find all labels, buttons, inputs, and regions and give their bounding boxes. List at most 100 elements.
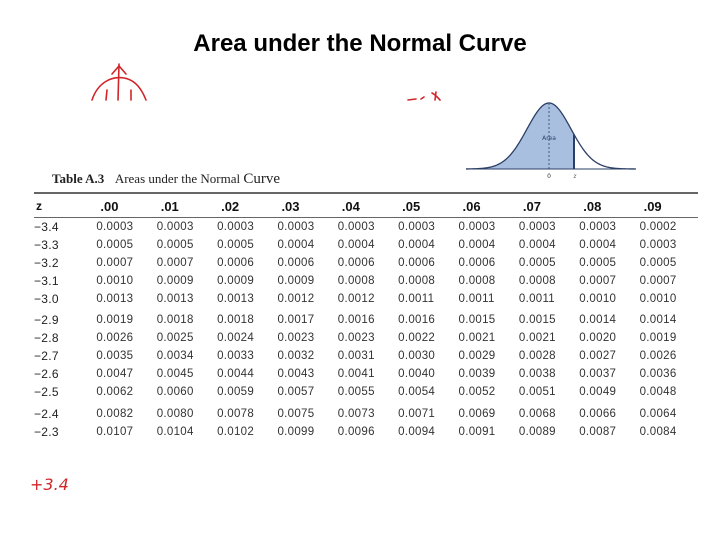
area-value-cell: 0.0073 xyxy=(337,407,375,420)
area-value-cell: 0.0008 xyxy=(458,274,496,287)
table-caption-label: Table A.3 xyxy=(52,171,105,186)
area-value-cell: 0.0006 xyxy=(398,256,436,269)
area-value-cell: 0.0007 xyxy=(96,256,134,269)
column-header: z xyxy=(36,199,42,213)
area-value-cell: 0.0017 xyxy=(277,314,315,327)
table-row: −2.6 0.0047 0.0045 0.0044 0.0043 0.0041 0.0040… xyxy=(34,365,698,383)
ink-sketch-arrow xyxy=(111,64,127,75)
table-top-rule xyxy=(34,192,698,194)
area-value-cell: 0.0026 xyxy=(639,350,677,363)
area-label: Area xyxy=(542,135,556,142)
table-caption-text: Areas under the Normal xyxy=(114,171,241,186)
area-value-cell: 0.0022 xyxy=(398,332,436,345)
area-value-cell: 0.0021 xyxy=(518,332,556,345)
area-value-cell: 0.0055 xyxy=(337,385,375,398)
z-value-cell: −2.3 xyxy=(34,424,59,439)
area-value-cell: 0.0045 xyxy=(156,368,194,381)
area-value-cell: 0.0094 xyxy=(398,425,436,438)
area-value-cell: 0.0078 xyxy=(217,407,255,420)
table-caption: Table A.3 Areas under the Normal Curve xyxy=(52,171,280,188)
area-value-cell: 0.0031 xyxy=(337,350,375,363)
area-value-cell: 0.0004 xyxy=(579,238,617,251)
area-value-cell: 0.0075 xyxy=(277,407,315,420)
column-header: .05 xyxy=(402,198,421,214)
area-value-cell: 0.0096 xyxy=(337,425,375,438)
table-row: −2.7 0.0035 0.0034 0.0033 0.0032 0.0031 0.0030… xyxy=(34,347,698,365)
axis-zero-label: 0 xyxy=(547,173,551,180)
area-value-cell: 0.0091 xyxy=(458,425,496,438)
table-row: −2.5 0.0062 0.0060 0.0059 0.0057 0.0055 0.0054… xyxy=(34,383,698,401)
area-value-cell: 0.0059 xyxy=(217,385,255,398)
area-value-cell: 0.0003 xyxy=(156,220,194,233)
area-value-cell: 0.0051 xyxy=(518,385,556,398)
table-row: −2.8 0.0026 0.0025 0.0024 0.0023 0.0023 0.0022… xyxy=(34,329,698,347)
column-header: .06 xyxy=(462,198,481,214)
table-row: −3.1 0.0010 0.0009 0.0009 0.0009 0.0008 0.0008… xyxy=(34,272,698,290)
area-value-cell: 0.0026 xyxy=(96,332,134,345)
area-value-cell: 0.0006 xyxy=(458,256,496,269)
area-value-cell: 0.0082 xyxy=(96,407,134,420)
table-row: −2.3 0.0107 0.0104 0.0102 0.0099 0.0096 0.0094… xyxy=(34,423,698,441)
area-value-cell: 0.0041 xyxy=(337,368,375,381)
area-value-cell: 0.0008 xyxy=(337,274,375,287)
area-value-cell: 0.0084 xyxy=(639,425,677,438)
column-header: .02 xyxy=(221,198,240,214)
area-value-cell: 0.0013 xyxy=(96,292,134,305)
table-row: −3.2 0.0007 0.0007 0.0006 0.0006 0.0006 0.0006… xyxy=(34,254,698,272)
area-value-cell: 0.0016 xyxy=(337,314,375,327)
area-value-cell: 0.0032 xyxy=(277,350,315,363)
page-title: Area under the Normal Curve xyxy=(193,30,527,57)
column-header: .08 xyxy=(583,198,602,214)
area-value-cell: 0.0010 xyxy=(96,274,134,287)
z-value-cell: −3.3 xyxy=(34,237,59,252)
area-value-cell: 0.0069 xyxy=(458,407,496,420)
area-value-cell: 0.0006 xyxy=(337,256,375,269)
area-value-cell: 0.0003 xyxy=(337,220,375,233)
area-value-cell: 0.0010 xyxy=(639,292,677,305)
column-header: .03 xyxy=(281,198,300,214)
z-value-cell: −3.2 xyxy=(34,255,59,270)
column-header: .00 xyxy=(100,198,119,214)
area-value-cell: 0.0008 xyxy=(518,274,556,287)
area-value-cell: 0.0062 xyxy=(96,385,134,398)
area-value-cell: 0.0107 xyxy=(96,425,134,438)
area-value-cell: 0.0003 xyxy=(96,220,134,233)
area-value-cell: 0.0023 xyxy=(277,332,315,345)
area-value-cell: 0.0011 xyxy=(458,292,495,305)
ink-sketch-curve xyxy=(91,76,147,101)
area-value-cell: 0.0013 xyxy=(156,292,194,305)
area-value-cell: 0.0007 xyxy=(156,256,194,269)
area-value-cell: 0.0052 xyxy=(458,385,496,398)
area-value-cell: 0.0004 xyxy=(458,238,496,251)
area-value-cell: 0.0021 xyxy=(458,332,496,345)
z-value-cell: −2.5 xyxy=(34,384,59,399)
area-value-cell: 0.0003 xyxy=(458,220,496,233)
area-value-cell: 0.0011 xyxy=(518,292,555,305)
ink-sketch-axis xyxy=(117,63,120,101)
area-value-cell: 0.0047 xyxy=(96,368,134,381)
z-value-cell: −2.7 xyxy=(34,349,59,364)
area-value-cell: 0.0005 xyxy=(96,238,134,251)
area-value-cell: 0.0048 xyxy=(639,385,677,398)
area-value-cell: 0.0009 xyxy=(217,274,255,287)
column-header: .07 xyxy=(522,198,541,214)
area-value-cell: 0.0004 xyxy=(337,238,375,251)
z-value-cell: −3.4 xyxy=(34,219,59,234)
axis-z-label: z xyxy=(572,173,577,180)
area-value-cell: 0.0007 xyxy=(579,274,617,287)
area-value-cell: 0.0003 xyxy=(277,220,315,233)
area-value-cell: 0.0043 xyxy=(277,368,315,381)
area-value-cell: 0.0018 xyxy=(156,314,194,327)
area-value-cell: 0.0007 xyxy=(639,274,677,287)
table-header-row: z .00 .01 .02 .03 .04 .05 .06 .07 .08 .09 xyxy=(34,194,698,218)
area-value-cell: 0.0089 xyxy=(518,425,556,438)
area-value-cell: 0.0036 xyxy=(639,368,677,381)
column-header: .01 xyxy=(160,198,179,214)
area-value-cell: 0.0068 xyxy=(518,407,556,420)
area-value-cell: 0.0005 xyxy=(518,256,556,269)
area-value-cell: 0.0006 xyxy=(217,256,255,269)
table-row: −3.0 0.0013 0.0013 0.0013 0.0012 0.0012 0.0011… xyxy=(34,290,698,308)
area-value-cell: 0.0035 xyxy=(96,350,134,363)
curve-line xyxy=(465,102,636,170)
